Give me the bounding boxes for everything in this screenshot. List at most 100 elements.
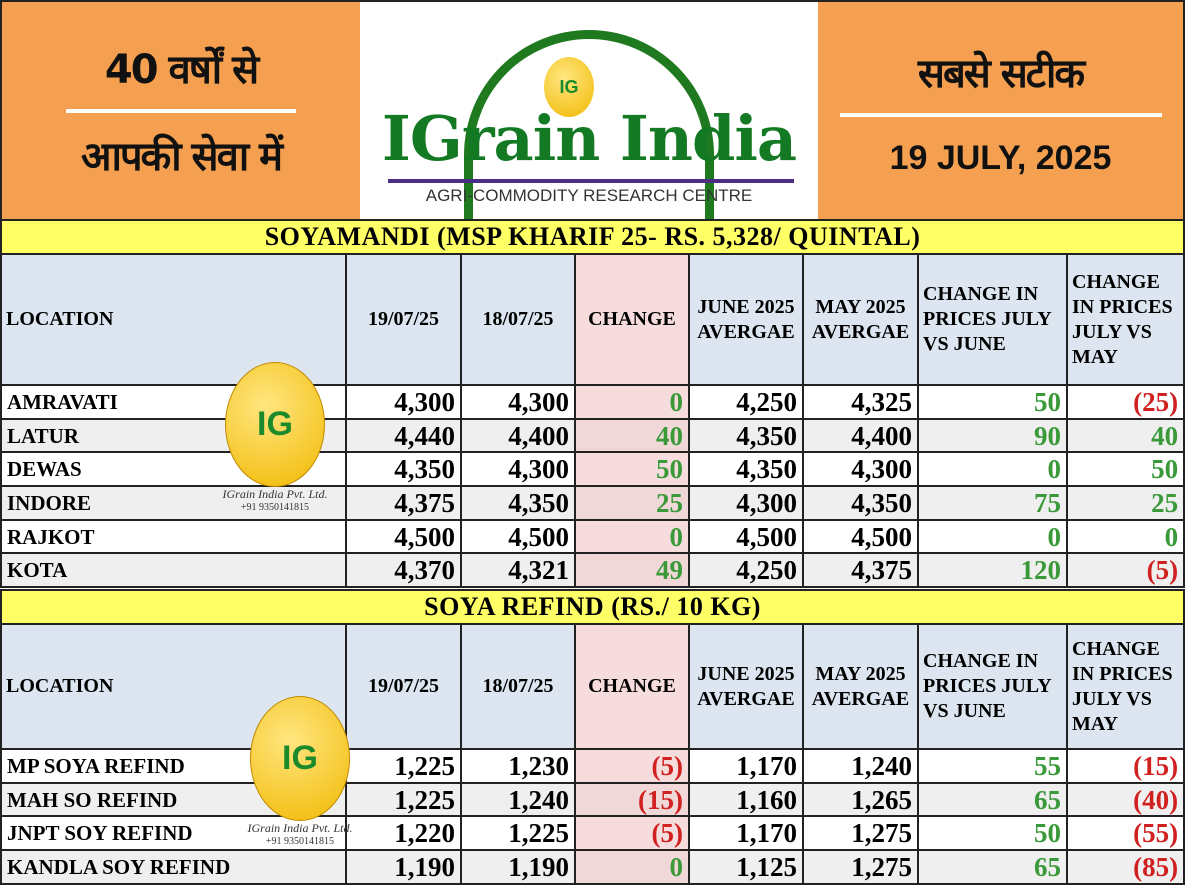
logo-underline bbox=[388, 179, 794, 183]
value-cell: 0 bbox=[574, 849, 690, 885]
watermark-logo-icon: IG bbox=[225, 362, 325, 487]
value-cell: 1,275 bbox=[802, 849, 919, 885]
value-cell: 4,250 bbox=[688, 552, 804, 589]
value-cell: 4,500 bbox=[688, 518, 804, 555]
value-cell: (5) bbox=[1065, 552, 1185, 589]
table-row: RAJKOT 4,500 4,500 0 4,500 4,500 0 0 bbox=[0, 518, 1185, 555]
value-cell: 4,500 bbox=[460, 518, 576, 555]
value-cell: 4,250 bbox=[688, 384, 804, 420]
column-header: CHANGE IN PRICES JULY VS JUNE bbox=[917, 253, 1068, 386]
value-cell: 4,400 bbox=[802, 417, 919, 454]
value-cell: 1,220 bbox=[345, 815, 462, 852]
column-header: CHANGE IN PRICES JULY VS MAY bbox=[1065, 623, 1185, 750]
column-header: CHANGE IN PRICES JULY VS JUNE bbox=[917, 623, 1068, 750]
column-header: CHANGE IN PRICES JULY VS MAY bbox=[1065, 253, 1185, 386]
value-cell: 49 bbox=[574, 552, 690, 589]
table-row: DEWAS 4,350 4,300 50 4,350 4,300 0 50 bbox=[0, 451, 1185, 488]
value-cell: (40) bbox=[1065, 781, 1185, 818]
divider bbox=[839, 112, 1162, 117]
logo-arc-icon bbox=[464, 30, 714, 230]
value-cell: 50 bbox=[574, 451, 690, 488]
value-cell: 25 bbox=[574, 485, 690, 521]
location-cell: KOTA bbox=[0, 552, 347, 589]
value-cell: 65 bbox=[917, 849, 1068, 885]
value-cell: 4,350 bbox=[688, 451, 804, 488]
table-title: SOYA REFIND (RS./ 10 KG) bbox=[0, 589, 1185, 625]
table-title: SOYAMANDI (MSP KHARIF 25- RS. 5,328/ QUI… bbox=[0, 219, 1185, 255]
value-cell: 0 bbox=[917, 518, 1068, 555]
value-cell: 4,350 bbox=[802, 485, 919, 521]
value-cell: 4,440 bbox=[345, 417, 462, 454]
location-cell: KANDLA SOY REFIND bbox=[0, 849, 347, 885]
watermark: IG IGrain India Pvt. Ltd. +91 9350141815 bbox=[200, 362, 350, 513]
column-header: MAY 2025 AVERGAE bbox=[802, 253, 919, 386]
value-cell: 4,500 bbox=[345, 518, 462, 555]
value-cell: 1,230 bbox=[460, 748, 576, 784]
column-header: 19/07/25 bbox=[345, 253, 462, 386]
banner-left: 40 वर्षों से आपकी सेवा में bbox=[2, 2, 360, 219]
watermark-phone: +91 9350141815 bbox=[265, 836, 335, 847]
value-cell: 1,190 bbox=[345, 849, 462, 885]
value-cell: 65 bbox=[917, 781, 1068, 818]
value-cell: 1,275 bbox=[802, 815, 919, 852]
table-row: MP SOYA REFIND 1,225 1,230 (5) 1,170 1,240 55(… bbox=[0, 748, 1185, 784]
value-cell: 4,375 bbox=[345, 485, 462, 521]
value-cell: 1,170 bbox=[688, 748, 804, 784]
value-cell: 1,170 bbox=[688, 815, 804, 852]
value-cell: 4,400 bbox=[460, 417, 576, 454]
table-row: AMRAVATI 4,300 4,300 0 4,250 4,325 50 (25) bbox=[0, 384, 1185, 420]
value-cell: 40 bbox=[574, 417, 690, 454]
value-cell: 1,125 bbox=[688, 849, 804, 885]
column-header: JUNE 2025 AVERGAE bbox=[688, 623, 804, 750]
table-row: KOTA 4,370 4,321 49 4,250 4,375 120 (5) bbox=[0, 552, 1185, 589]
table-row: MAH SO REFIND 1,225 1,240 (15) 1,160 1,265 65(… bbox=[0, 781, 1185, 818]
value-cell: 0 bbox=[1065, 518, 1185, 555]
value-cell: 4,375 bbox=[802, 552, 919, 589]
location-cell: JNPT SOY REFIND bbox=[0, 815, 347, 852]
slogan-service: आपकी सेवा में bbox=[80, 133, 283, 180]
value-cell: 4,300 bbox=[460, 384, 576, 420]
slogan-accurate: सबसे सटीक bbox=[917, 50, 1085, 97]
location-cell: RAJKOT bbox=[0, 518, 347, 555]
value-cell: (5) bbox=[574, 815, 690, 852]
tagline: AGRI-COMMODITY RESEARCH CENTRE bbox=[425, 186, 753, 205]
value-cell: 1,225 bbox=[460, 815, 576, 852]
value-cell: 1,225 bbox=[345, 781, 462, 818]
logo: IG IGrain India AGRI-COMMODITY RESEARCH … bbox=[360, 2, 818, 230]
table-row: KANDLA SOY REFIND 1,190 1,190 0 1,125 1,275 65… bbox=[0, 849, 1185, 885]
soyamandi-table: SOYAMANDI (MSP KHARIF 25- RS. 5,328/ QUI… bbox=[0, 219, 1185, 589]
value-cell: 1,240 bbox=[460, 781, 576, 818]
watermark-phone: +91 9350141815 bbox=[240, 502, 310, 513]
column-header: 18/07/25 bbox=[460, 623, 576, 750]
value-cell: (85) bbox=[1065, 849, 1185, 885]
table-row: LATUR 4,440 4,400 40 4,350 4,400 90 40 bbox=[0, 417, 1185, 454]
divider bbox=[66, 108, 296, 113]
value-cell: 4,350 bbox=[688, 417, 804, 454]
value-cell: 1,225 bbox=[345, 748, 462, 784]
value-cell: 40 bbox=[1065, 417, 1185, 454]
value-cell: 4,300 bbox=[345, 384, 462, 420]
value-cell: 4,300 bbox=[688, 485, 804, 521]
value-cell: 55 bbox=[917, 748, 1068, 784]
value-cell: 0 bbox=[917, 451, 1068, 488]
value-cell: 0 bbox=[574, 518, 690, 555]
value-cell: 50 bbox=[917, 384, 1068, 420]
column-header: 18/07/25 bbox=[460, 253, 576, 386]
value-cell: 25 bbox=[1065, 485, 1185, 521]
value-cell: 90 bbox=[917, 417, 1068, 454]
value-cell: (15) bbox=[1065, 748, 1185, 784]
value-cell: 1,265 bbox=[802, 781, 919, 818]
value-cell: 1,160 bbox=[688, 781, 804, 818]
column-header: MAY 2025 AVERGAE bbox=[802, 623, 919, 750]
watermark-company: IGrain India Pvt. Ltd. bbox=[222, 487, 328, 501]
table-row: JNPT SOY REFIND 1,220 1,225 (5) 1,170 1,275 50… bbox=[0, 815, 1185, 852]
banner: 40 वर्षों से आपकी सेवा में IG IGrain Ind… bbox=[0, 0, 1185, 230]
report-date: 19 JULY, 2025 bbox=[889, 138, 1112, 177]
value-cell: 4,325 bbox=[802, 384, 919, 420]
value-cell: (55) bbox=[1065, 815, 1185, 852]
brand-name: IGrain India bbox=[381, 102, 797, 175]
value-cell: 120 bbox=[917, 552, 1068, 589]
watermark-logo-icon: IG bbox=[250, 696, 350, 821]
banner-right: सबसे सटीक 19 JULY, 2025 bbox=[818, 2, 1183, 219]
watermark: IG IGrain India Pvt. Ltd. +91 9350141815 bbox=[225, 696, 375, 847]
